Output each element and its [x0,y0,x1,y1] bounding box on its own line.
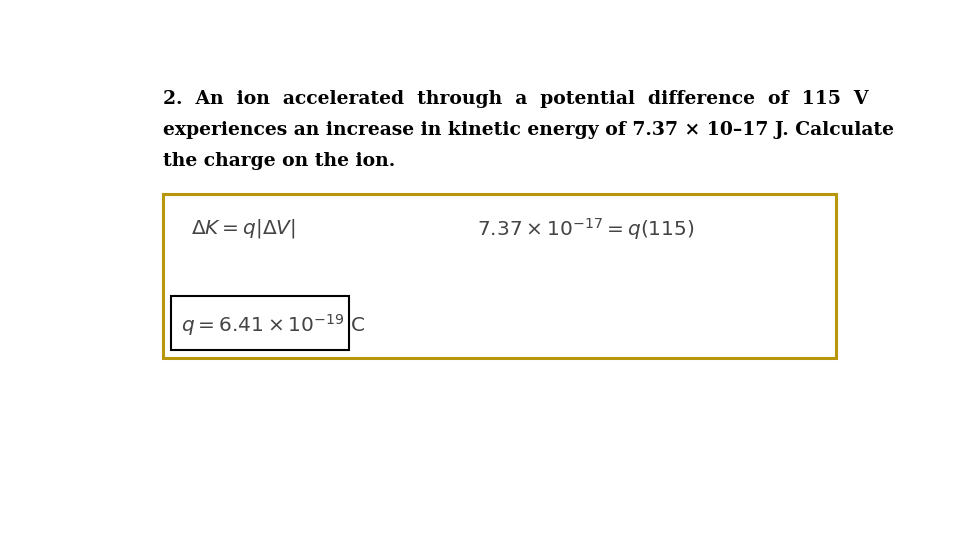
Text: $7.37 \times 10^{-17} = q(115)$: $7.37 \times 10^{-17} = q(115)$ [477,217,695,242]
Text: 2.  An  ion  accelerated  through  a  potential  difference  of  115  V: 2. An ion accelerated through a potentia… [163,90,869,108]
Text: experiences an increase in kinetic energy of 7.37 × 10–17 J. Calculate: experiences an increase in kinetic energ… [163,121,894,139]
FancyBboxPatch shape [163,194,836,358]
Text: $q = 6.41 \times 10^{-19}\ \mathrm{C}$: $q = 6.41 \times 10^{-19}\ \mathrm{C}$ [181,312,366,338]
Text: $\Delta K = q|\Delta V|$: $\Delta K = q|\Delta V|$ [191,217,296,240]
FancyBboxPatch shape [171,295,349,349]
Text: the charge on the ion.: the charge on the ion. [163,152,396,170]
